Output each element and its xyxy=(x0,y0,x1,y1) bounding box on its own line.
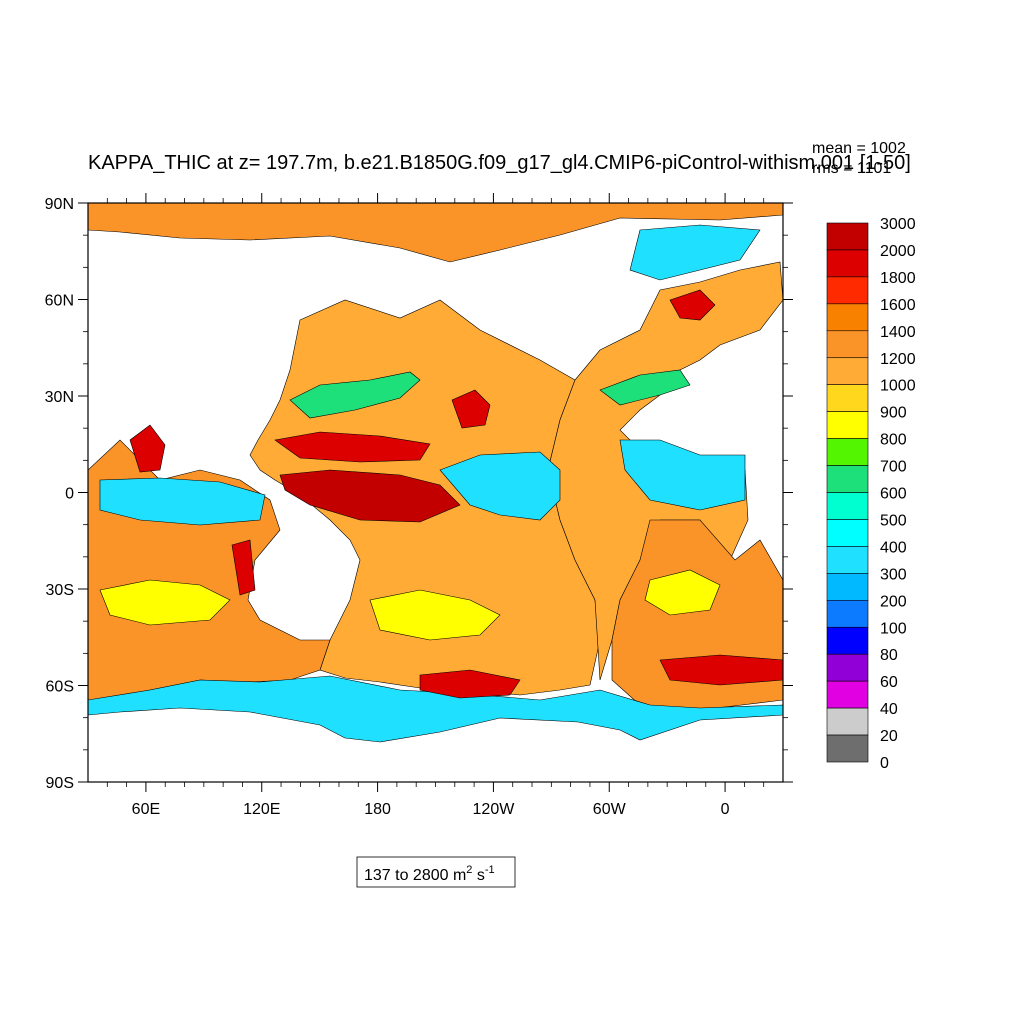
gulf-stream-green-band xyxy=(599,369,691,406)
colorbar-label: 200 xyxy=(880,593,907,610)
colorbar-swatch xyxy=(826,546,869,574)
colorbar-label: 800 xyxy=(880,432,907,449)
axis-ticks xyxy=(78,193,793,792)
colorbar-swatch xyxy=(826,680,869,709)
colorbar: 3000200018001600140012001000900800700600… xyxy=(826,216,916,772)
lon-tick-label: 120E xyxy=(243,801,280,818)
north-pacific-band xyxy=(274,431,431,463)
colorbar-swatch xyxy=(826,707,869,736)
colorbar-swatch xyxy=(826,626,869,655)
mean-stat: mean = 1002 xyxy=(812,140,906,157)
colorbar-label: 2000 xyxy=(880,243,916,260)
colorbar-label: 0 xyxy=(880,755,889,772)
map-panel: 90N 60N 30N 0 30S 60S 90S 60E 120E 180 120W 60W 0 xyxy=(45,193,793,818)
colorbar-swatch xyxy=(826,276,869,305)
colorbar-swatch xyxy=(826,599,869,628)
colorbar-label: 400 xyxy=(880,539,907,556)
colorbar-swatch xyxy=(826,411,869,439)
plot-title: KAPPA_THIC at z= 197.7m, b.e21.B1850G.f0… xyxy=(88,152,911,174)
tropical-atlantic-cyan xyxy=(619,439,746,511)
south-atlantic-yellow xyxy=(644,569,721,616)
colorbar-label: 100 xyxy=(880,620,907,637)
ocean-field xyxy=(88,203,783,782)
colorbar-swatch xyxy=(826,438,869,466)
colorbar-label: 3000 xyxy=(880,216,916,233)
colorbar-label: 1600 xyxy=(880,297,916,314)
range-box xyxy=(356,856,516,888)
irminger-red xyxy=(669,289,716,321)
labrador-cyan xyxy=(629,224,761,281)
colorbar-swatch xyxy=(826,573,869,601)
colorbar-label: 1400 xyxy=(880,324,916,341)
colorbar-swatch xyxy=(826,330,869,359)
colorbar-swatch xyxy=(826,249,869,278)
lat-tick-label: 60N xyxy=(45,293,74,310)
arabian-sea-red xyxy=(129,424,166,473)
colorbar-swatch xyxy=(826,357,869,386)
colorbar-label: 300 xyxy=(880,566,907,583)
longitude-labels: 60E 120E 180 120W 60W 0 xyxy=(132,801,730,818)
colorbar-label: 1000 xyxy=(880,378,916,395)
colorbar-swatch xyxy=(826,384,869,412)
colorbar-label: 900 xyxy=(880,405,907,422)
lat-tick-label: 30S xyxy=(46,582,74,599)
colorbar-swatch xyxy=(826,492,869,520)
southern-ocean-red-band xyxy=(419,669,521,699)
colorbar-swatch xyxy=(826,465,869,493)
colorbar-label: 20 xyxy=(880,728,898,745)
lat-tick-label: 0 xyxy=(65,486,74,503)
rms-stat: rms = 1101 xyxy=(812,160,891,177)
colorbar-swatch xyxy=(826,734,869,763)
central-pacific-cell xyxy=(451,389,491,429)
colorbar-label: 40 xyxy=(880,701,898,718)
lon-tick-label: 60E xyxy=(132,801,160,818)
lat-tick-label: 90S xyxy=(46,775,74,792)
lat-tick-label: 30N xyxy=(45,389,74,406)
colorbar-label: 80 xyxy=(880,647,898,664)
lon-tick-label: 180 xyxy=(364,801,391,818)
colorbar-swatch xyxy=(826,222,869,251)
lon-tick-label: 120W xyxy=(473,801,516,818)
equatorial-cyan-band xyxy=(439,451,561,521)
colorbar-label: 1800 xyxy=(880,270,916,287)
lon-tick-label: 0 xyxy=(721,801,730,818)
colorbar-label: 700 xyxy=(880,459,907,476)
south-atlantic-red-band xyxy=(659,654,783,686)
equatorial-pacific-maximum xyxy=(279,469,461,523)
arctic-ocean-region xyxy=(88,203,783,263)
colorbar-label: 1200 xyxy=(880,351,916,368)
south-pacific-yellow xyxy=(369,589,501,641)
colorbar-label: 600 xyxy=(880,486,907,503)
colorbar-swatch xyxy=(826,653,869,682)
lat-tick-label: 60S xyxy=(46,679,74,696)
kuroshio-green-band xyxy=(289,371,421,419)
range-label: 137 to 2800 m2 s-1 xyxy=(364,864,495,884)
latitude-labels: 90N 60N 30N 0 30S 60S 90S xyxy=(45,196,74,792)
indian-equatorial-cyan xyxy=(99,477,266,526)
south-indian-yellow xyxy=(99,579,231,626)
southern-ocean-region xyxy=(88,675,783,743)
lat-tick-label: 90N xyxy=(45,196,74,213)
colorbar-label: 500 xyxy=(880,512,907,529)
lon-tick-label: 60W xyxy=(593,801,627,818)
colorbar-swatch xyxy=(826,519,869,547)
colorbar-swatch xyxy=(826,303,869,332)
colorbar-label: 60 xyxy=(880,674,898,691)
west-australia-red xyxy=(231,539,256,596)
